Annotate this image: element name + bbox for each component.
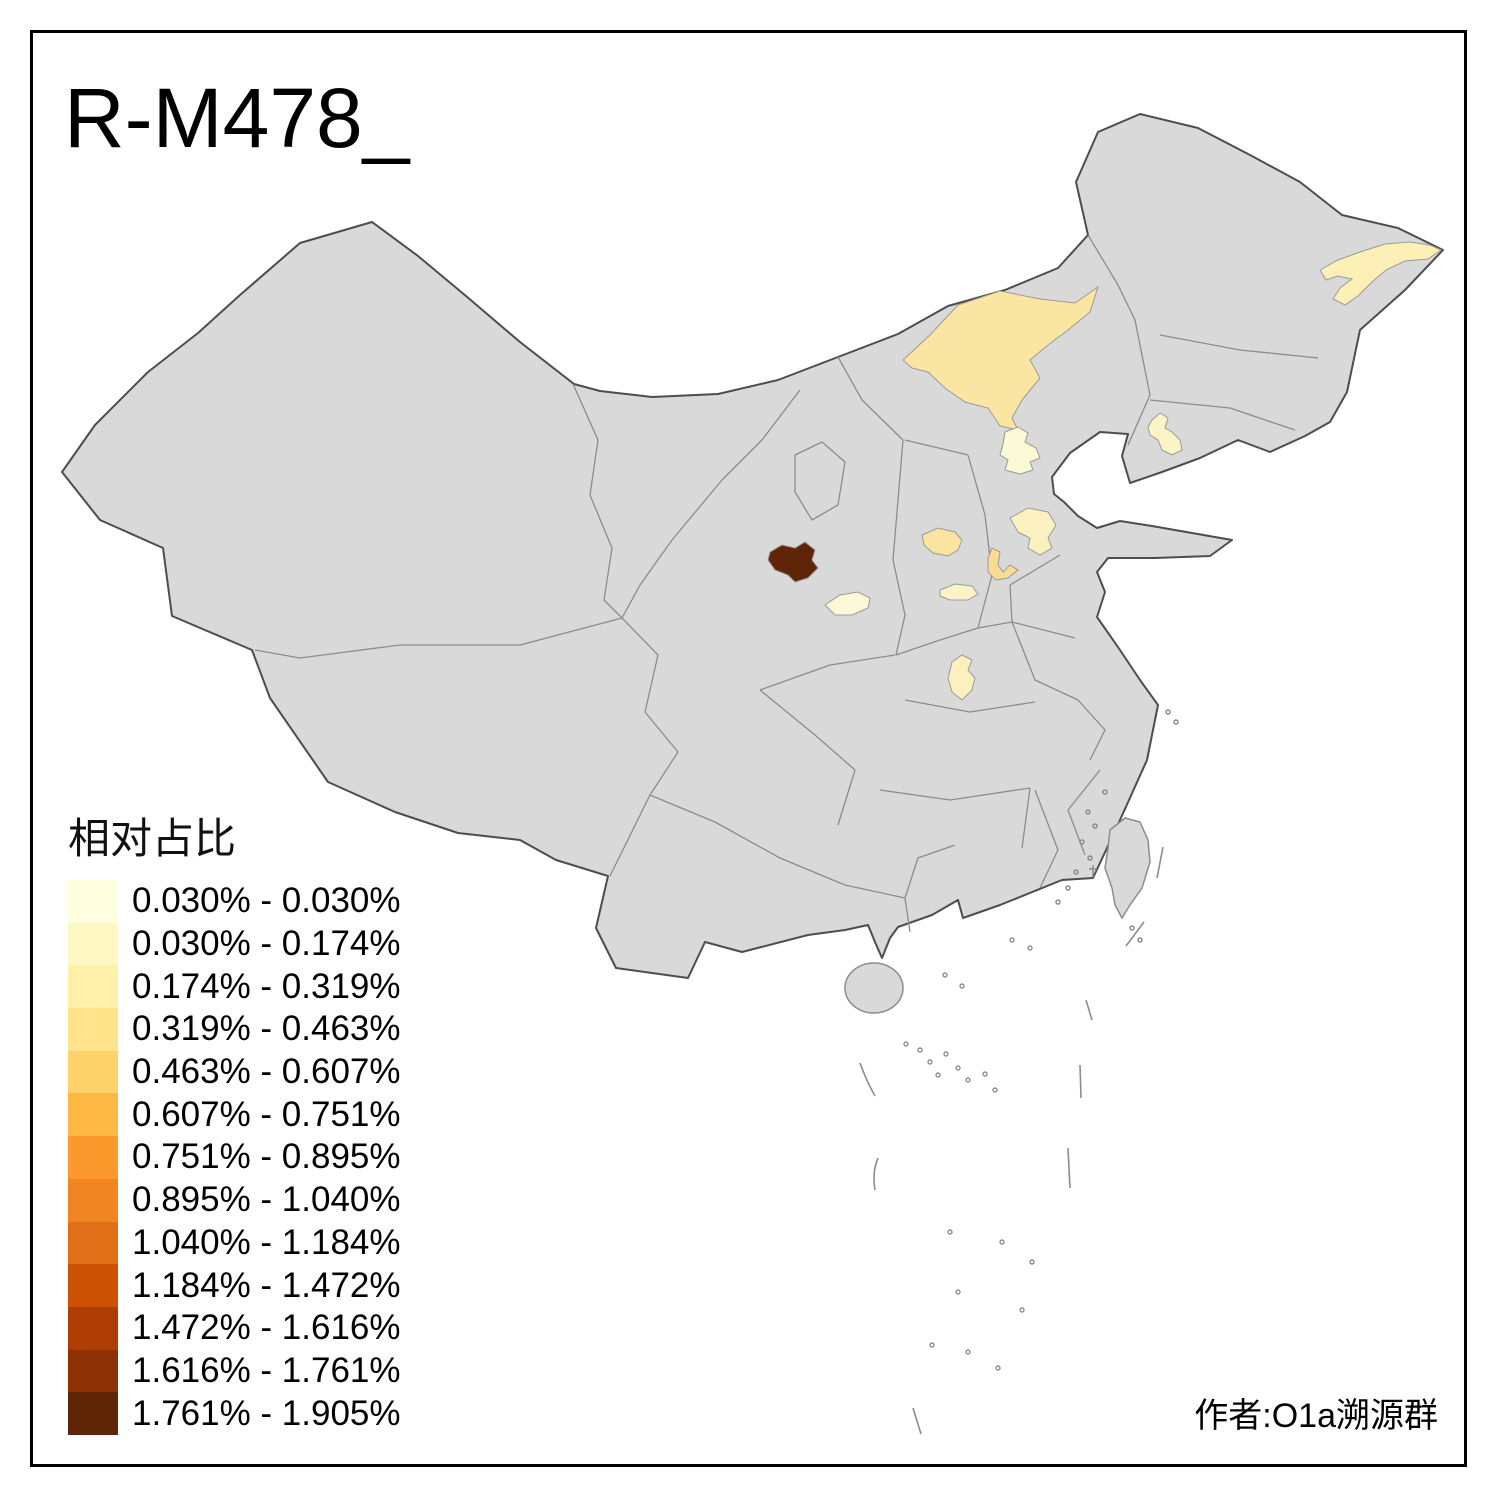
legend-swatch — [68, 1392, 118, 1435]
region-shanxi-east-border — [987, 547, 1019, 581]
region-shanxi-central — [921, 527, 963, 557]
china-outline — [61, 113, 1444, 979]
legend-row: 1.761% - 1.905% — [68, 1392, 401, 1435]
legend-row: 0.030% - 0.030% — [68, 880, 401, 923]
legend-title: 相对占比 — [68, 815, 237, 862]
region-shanxi-southeast — [939, 583, 979, 601]
legend-label: 0.030% - 0.030% — [132, 881, 401, 921]
region-hebei-southwest — [1009, 507, 1057, 556]
legend-swatch — [68, 1136, 118, 1179]
legend-row: 0.607% - 0.751% — [68, 1093, 401, 1137]
legend-label: 1.616% - 1.761% — [132, 1350, 401, 1390]
legend-swatch — [68, 1306, 118, 1350]
region-liaoning-central — [1147, 412, 1183, 456]
legend-row: 1.040% - 1.184% — [68, 1221, 401, 1265]
legend-label: 1.472% - 1.616% — [132, 1308, 401, 1348]
figure-border — [30, 30, 1467, 1467]
legend-label: 0.751% - 0.895% — [132, 1137, 401, 1177]
legend-label: 0.174% - 0.319% — [132, 966, 401, 1006]
sea-boundary-dashes — [859, 846, 1164, 1435]
legend-swatch — [68, 1008, 118, 1051]
coastal-islets — [1055, 709, 1179, 943]
legend-swatch — [68, 880, 118, 923]
author-credit: 作者:O1a溯源群 — [1194, 1397, 1438, 1435]
legend-row: 0.319% - 0.463% — [68, 1008, 401, 1051]
legend-swatch — [68, 1221, 118, 1265]
legend-swatch — [68, 1093, 118, 1137]
highlighted-regions — [767, 241, 1443, 701]
legend-swatch — [68, 1349, 118, 1393]
legend-label: 0.463% - 0.607% — [132, 1052, 401, 1092]
figure-title: R-M478_ — [64, 71, 410, 165]
region-inner-mongolia-west — [902, 285, 1099, 431]
taiwan-island — [1104, 817, 1151, 920]
region-henan-southwest — [947, 654, 976, 701]
hainan-island — [844, 962, 904, 1014]
legend-row: 0.174% - 0.319% — [68, 965, 401, 1009]
penghu-islands — [1089, 865, 1097, 877]
legend-swatch — [68, 1264, 118, 1307]
legend-label: 0.895% - 1.040% — [132, 1180, 401, 1220]
region-beijing — [999, 426, 1041, 475]
legend-row: 0.751% - 0.895% — [68, 1136, 401, 1179]
legend-swatch — [68, 922, 118, 966]
region-heilongjiang-east — [1319, 241, 1443, 306]
legend-row: 1.184% - 1.472% — [68, 1264, 401, 1307]
legend-row: 1.616% - 1.761% — [68, 1349, 401, 1393]
legend-row: 0.895% - 1.040% — [68, 1178, 401, 1222]
legend-label: 0.319% - 0.463% — [132, 1009, 401, 1049]
legend-label: 1.761% - 1.905% — [132, 1393, 401, 1433]
legend-swatch — [68, 1050, 118, 1094]
legend-row: 0.030% - 0.174% — [68, 922, 401, 966]
legend-label: 0.030% - 0.174% — [132, 924, 401, 964]
legend-swatch — [68, 965, 118, 1009]
legend-swatch — [68, 1178, 118, 1222]
region-gansu-lanzhou — [767, 541, 819, 583]
legend: 相对占比 0.030% - 0.030% 0.030% - 0.174% 0.1… — [68, 818, 401, 1435]
region-gansu-southeast — [824, 591, 871, 616]
legend-row: 1.472% - 1.616% — [68, 1306, 401, 1350]
legend-label: 1.040% - 1.184% — [132, 1222, 401, 1262]
province-boundaries — [254, 234, 1319, 933]
legend-label: 0.607% - 0.751% — [132, 1094, 401, 1134]
legend-row: 0.463% - 0.607% — [68, 1050, 401, 1094]
south-china-sea-islands — [903, 937, 1035, 1371]
legend-label: 1.184% - 1.472% — [132, 1265, 401, 1305]
